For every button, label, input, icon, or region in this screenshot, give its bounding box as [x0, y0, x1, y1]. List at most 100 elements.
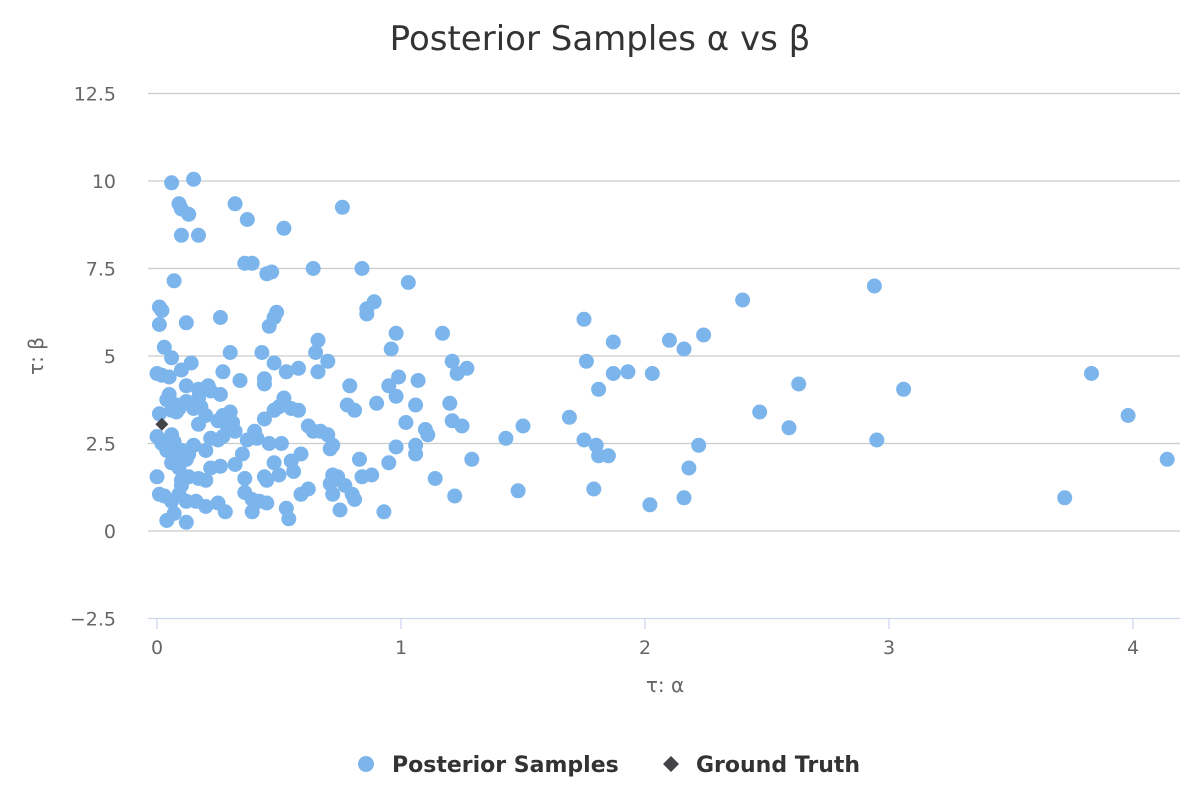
posterior-sample-point[interactable]: [210, 413, 226, 429]
posterior-sample-point[interactable]: [576, 311, 592, 327]
posterior-sample-point[interactable]: [244, 504, 260, 520]
posterior-sample-point[interactable]: [212, 458, 228, 474]
posterior-sample-point[interactable]: [866, 278, 882, 294]
posterior-sample-point[interactable]: [1084, 366, 1099, 381]
posterior-sample-point[interactable]: [244, 255, 260, 271]
posterior-sample-point[interactable]: [234, 446, 250, 462]
posterior-sample-point[interactable]: [1159, 451, 1175, 467]
posterior-sample-point[interactable]: [388, 439, 404, 455]
posterior-sample-point[interactable]: [169, 404, 184, 420]
posterior-sample-point[interactable]: [161, 369, 177, 385]
posterior-sample-point[interactable]: [254, 345, 270, 360]
legend-item-truth[interactable]: Ground Truth: [663, 753, 860, 778]
posterior-sample-point[interactable]: [291, 360, 306, 376]
posterior-sample-point[interactable]: [791, 376, 807, 392]
posterior-sample-point[interactable]: [366, 294, 382, 310]
posterior-sample-point[interactable]: [266, 355, 282, 371]
posterior-sample-point[interactable]: [249, 430, 265, 446]
posterior-sample-point[interactable]: [310, 364, 326, 380]
posterior-sample-point[interactable]: [752, 404, 768, 420]
posterior-sample-point[interactable]: [166, 273, 182, 289]
posterior-sample-point[interactable]: [464, 451, 480, 467]
posterior-sample-point[interactable]: [256, 411, 272, 427]
posterior-sample-point[interactable]: [259, 495, 275, 511]
posterior-sample-point[interactable]: [232, 373, 248, 388]
posterior-sample-point[interactable]: [388, 325, 404, 341]
posterior-sample-point[interactable]: [376, 504, 392, 520]
posterior-sample-point[interactable]: [151, 317, 167, 332]
posterior-sample-point[interactable]: [215, 364, 231, 380]
posterior-sample-point[interactable]: [620, 364, 636, 380]
posterior-sample-point[interactable]: [320, 353, 336, 369]
posterior-sample-point[interactable]: [400, 275, 416, 290]
posterior-sample-point[interactable]: [173, 362, 189, 378]
posterior-sample-point[interactable]: [322, 441, 338, 457]
posterior-sample-point[interactable]: [576, 432, 592, 448]
posterior-sample-point[interactable]: [217, 504, 233, 520]
posterior-sample-point[interactable]: [212, 387, 228, 402]
posterior-sample-point[interactable]: [383, 341, 399, 357]
posterior-sample-point[interactable]: [198, 499, 214, 514]
posterior-sample-point[interactable]: [1057, 490, 1073, 506]
posterior-sample-point[interactable]: [696, 327, 712, 343]
posterior-sample-point[interactable]: [276, 390, 292, 406]
posterior-sample-point[interactable]: [408, 397, 424, 413]
posterior-sample-point[interactable]: [191, 416, 206, 432]
posterior-sample-point[interactable]: [605, 366, 621, 381]
posterior-sample-point[interactable]: [198, 443, 214, 458]
posterior-sample-point[interactable]: [305, 261, 321, 276]
posterior-sample-point[interactable]: [676, 341, 692, 357]
posterior-sample-point[interactable]: [308, 345, 324, 360]
posterior-sample-point[interactable]: [173, 227, 189, 243]
posterior-sample-point[interactable]: [359, 306, 375, 322]
posterior-sample-point[interactable]: [305, 423, 321, 439]
posterior-sample-point[interactable]: [164, 175, 180, 191]
posterior-sample-point[interactable]: [237, 471, 253, 486]
posterior-sample-point[interactable]: [325, 486, 341, 502]
posterior-sample-point[interactable]: [447, 488, 463, 504]
posterior-sample-point[interactable]: [191, 227, 206, 243]
posterior-sample-point[interactable]: [276, 220, 292, 236]
posterior-sample-point[interactable]: [291, 402, 306, 418]
posterior-sample-point[interactable]: [278, 364, 294, 380]
posterior-sample-point[interactable]: [427, 471, 443, 486]
posterior-sample-point[interactable]: [681, 460, 697, 476]
posterior-sample-point[interactable]: [410, 373, 426, 388]
posterior-sample-point[interactable]: [227, 423, 243, 439]
posterior-sample-point[interactable]: [420, 427, 436, 443]
posterior-sample-point[interactable]: [212, 310, 228, 325]
posterior-sample-point[interactable]: [181, 206, 197, 222]
posterior-sample-point[interactable]: [510, 483, 526, 499]
posterior-sample-point[interactable]: [364, 467, 380, 483]
posterior-sample-point[interactable]: [442, 395, 458, 411]
posterior-sample-point[interactable]: [261, 436, 277, 451]
posterior-sample-point[interactable]: [310, 332, 326, 348]
posterior-sample-point[interactable]: [156, 339, 172, 355]
posterior-sample-point[interactable]: [781, 420, 797, 436]
posterior-sample-point[interactable]: [178, 378, 194, 394]
posterior-sample-point[interactable]: [381, 378, 397, 394]
posterior-sample-point[interactable]: [391, 369, 407, 385]
posterior-sample-point[interactable]: [186, 171, 202, 187]
posterior-sample-point[interactable]: [408, 446, 424, 462]
posterior-sample-point[interactable]: [227, 196, 243, 212]
posterior-sample-point[interactable]: [347, 492, 363, 507]
posterior-sample-point[interactable]: [266, 455, 282, 471]
posterior-sample-point[interactable]: [186, 437, 202, 453]
posterior-sample-point[interactable]: [273, 436, 289, 451]
posterior-sample-point[interactable]: [198, 472, 214, 488]
posterior-sample-point[interactable]: [896, 381, 912, 397]
posterior-sample-point[interactable]: [154, 303, 170, 318]
posterior-sample-point[interactable]: [642, 497, 658, 513]
posterior-sample-point[interactable]: [227, 457, 243, 472]
posterior-sample-point[interactable]: [435, 325, 450, 341]
posterior-sample-point[interactable]: [676, 490, 692, 506]
posterior-sample-point[interactable]: [178, 514, 194, 530]
posterior-sample-point[interactable]: [591, 381, 607, 397]
posterior-sample-point[interactable]: [347, 402, 363, 418]
posterior-sample-point[interactable]: [159, 443, 175, 458]
posterior-sample-point[interactable]: [369, 395, 385, 411]
posterior-sample-point[interactable]: [166, 506, 182, 521]
posterior-sample-point[interactable]: [271, 467, 287, 483]
posterior-sample-point[interactable]: [1120, 408, 1136, 423]
